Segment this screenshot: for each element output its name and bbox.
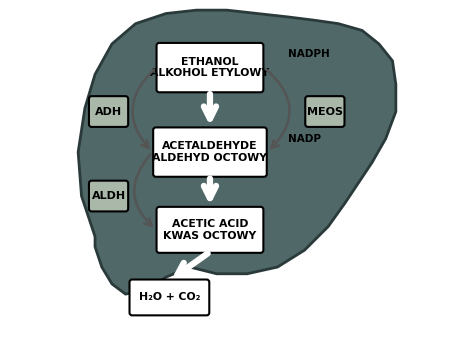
FancyBboxPatch shape [305,96,345,127]
Text: ACETIC ACID: ACETIC ACID [172,219,248,229]
Polygon shape [78,10,396,294]
FancyBboxPatch shape [89,96,128,127]
Text: KWAS OCTOWY: KWAS OCTOWY [164,231,256,241]
Text: H₂O + CO₂: H₂O + CO₂ [139,292,200,303]
Text: ALKOHOL ETYLOWY: ALKOHOL ETYLOWY [150,68,270,78]
Text: ETHANOL: ETHANOL [181,57,239,67]
Text: ALDH: ALDH [91,191,126,201]
Text: ADH: ADH [95,106,122,117]
FancyBboxPatch shape [89,180,128,212]
FancyBboxPatch shape [129,280,210,315]
Text: MEOS: MEOS [307,106,343,117]
FancyBboxPatch shape [153,127,267,177]
Text: NADP: NADP [288,134,321,144]
Text: NADPH: NADPH [288,49,329,59]
Text: ALDEHYD OCTOWY: ALDEHYD OCTOWY [153,153,267,163]
Text: ACETALDEHYDE: ACETALDEHYDE [162,141,258,151]
FancyBboxPatch shape [156,207,264,253]
FancyBboxPatch shape [156,43,264,92]
